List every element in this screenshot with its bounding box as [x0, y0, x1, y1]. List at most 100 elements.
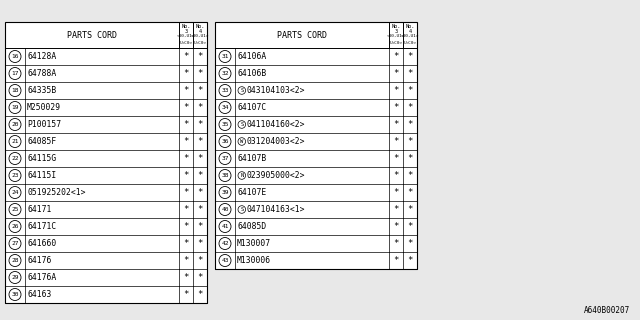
Text: 64107E: 64107E: [237, 188, 266, 197]
Text: *: *: [197, 154, 203, 163]
Text: *: *: [197, 239, 203, 248]
Text: S: S: [240, 88, 243, 93]
Text: 64107C: 64107C: [237, 103, 266, 112]
Text: *: *: [183, 205, 189, 214]
Text: 64335B: 64335B: [27, 86, 56, 95]
Text: 031204003<2>: 031204003<2>: [246, 137, 305, 146]
Text: *: *: [407, 222, 413, 231]
Text: 20: 20: [12, 122, 19, 127]
Bar: [215, 22, 417, 269]
Text: *: *: [394, 120, 399, 129]
Text: 42: 42: [221, 241, 228, 246]
Text: 4: 4: [198, 29, 202, 34]
Text: *: *: [407, 154, 413, 163]
Text: 43: 43: [221, 258, 228, 263]
Text: *: *: [394, 69, 399, 78]
Text: *: *: [183, 52, 189, 61]
Text: W: W: [240, 139, 243, 144]
Text: 64115I: 64115I: [27, 171, 56, 180]
Text: 64163: 64163: [27, 290, 51, 299]
Text: 4: 4: [408, 29, 412, 34]
Text: *: *: [407, 69, 413, 78]
Text: S: S: [240, 122, 243, 127]
Text: 19: 19: [12, 105, 19, 110]
Text: *: *: [407, 120, 413, 129]
Text: 39: 39: [221, 190, 228, 195]
Text: *: *: [394, 239, 399, 248]
Text: 64085F: 64085F: [27, 137, 56, 146]
Text: *: *: [183, 86, 189, 95]
Text: *: *: [407, 188, 413, 197]
Text: *: *: [183, 239, 189, 248]
Text: 64085D: 64085D: [237, 222, 266, 231]
Text: *: *: [407, 239, 413, 248]
Text: *: *: [407, 137, 413, 146]
Text: 64171C: 64171C: [27, 222, 56, 231]
Text: *: *: [197, 120, 203, 129]
Text: *: *: [183, 171, 189, 180]
Text: *: *: [407, 103, 413, 112]
Text: 3: 3: [394, 29, 397, 34]
Text: *: *: [183, 290, 189, 299]
Text: 32: 32: [221, 71, 228, 76]
Text: No.: No.: [405, 24, 415, 29]
Text: 30: 30: [12, 292, 19, 297]
Text: *: *: [394, 205, 399, 214]
Text: *: *: [197, 290, 203, 299]
Text: 64106B: 64106B: [237, 69, 266, 78]
Text: 64115G: 64115G: [27, 154, 56, 163]
Text: *: *: [407, 171, 413, 180]
Text: 18: 18: [12, 88, 19, 93]
Text: *: *: [197, 52, 203, 61]
Text: 23: 23: [12, 173, 19, 178]
Text: *: *: [183, 103, 189, 112]
Text: <U0,U1>: <U0,U1>: [387, 34, 405, 38]
Text: S: S: [240, 207, 243, 212]
Text: 64176A: 64176A: [27, 273, 56, 282]
Text: 34: 34: [221, 105, 228, 110]
Text: 33: 33: [221, 88, 228, 93]
Text: 21: 21: [12, 139, 19, 144]
Text: *: *: [407, 205, 413, 214]
Text: *: *: [407, 86, 413, 95]
Text: 023905000<2>: 023905000<2>: [246, 171, 305, 180]
Text: 41: 41: [221, 224, 228, 229]
Text: PARTS CORD: PARTS CORD: [277, 30, 327, 39]
Text: <U0,U1>: <U0,U1>: [177, 34, 195, 38]
Text: *: *: [407, 52, 413, 61]
Text: 22: 22: [12, 156, 19, 161]
Text: *: *: [197, 69, 203, 78]
Text: 051925202<1>: 051925202<1>: [27, 188, 86, 197]
Text: *: *: [394, 222, 399, 231]
Text: 29: 29: [12, 275, 19, 280]
Text: 38: 38: [221, 173, 228, 178]
Text: 64128A: 64128A: [27, 52, 56, 61]
Text: 047104163<1>: 047104163<1>: [246, 205, 305, 214]
Text: *: *: [197, 103, 203, 112]
Text: *: *: [197, 256, 203, 265]
Text: *: *: [394, 154, 399, 163]
Text: <U0,U1>: <U0,U1>: [401, 34, 419, 38]
Text: U<C0>: U<C0>: [389, 41, 403, 45]
Text: *: *: [197, 137, 203, 146]
Text: *: *: [183, 137, 189, 146]
Text: 64106A: 64106A: [237, 52, 266, 61]
Text: *: *: [183, 154, 189, 163]
Text: *: *: [197, 86, 203, 95]
Text: *: *: [197, 188, 203, 197]
Text: 26: 26: [12, 224, 19, 229]
Text: No.: No.: [195, 24, 205, 29]
Text: 17: 17: [12, 71, 19, 76]
Bar: [5, 22, 207, 303]
Text: M130006: M130006: [237, 256, 271, 265]
Text: M250029: M250029: [27, 103, 61, 112]
Text: *: *: [394, 137, 399, 146]
Text: U<C0>: U<C0>: [403, 41, 417, 45]
Text: *: *: [197, 222, 203, 231]
Text: *: *: [407, 256, 413, 265]
Text: *: *: [197, 171, 203, 180]
Text: N: N: [240, 173, 243, 178]
Text: 35: 35: [221, 122, 228, 127]
Text: *: *: [394, 86, 399, 95]
Text: *: *: [183, 69, 189, 78]
